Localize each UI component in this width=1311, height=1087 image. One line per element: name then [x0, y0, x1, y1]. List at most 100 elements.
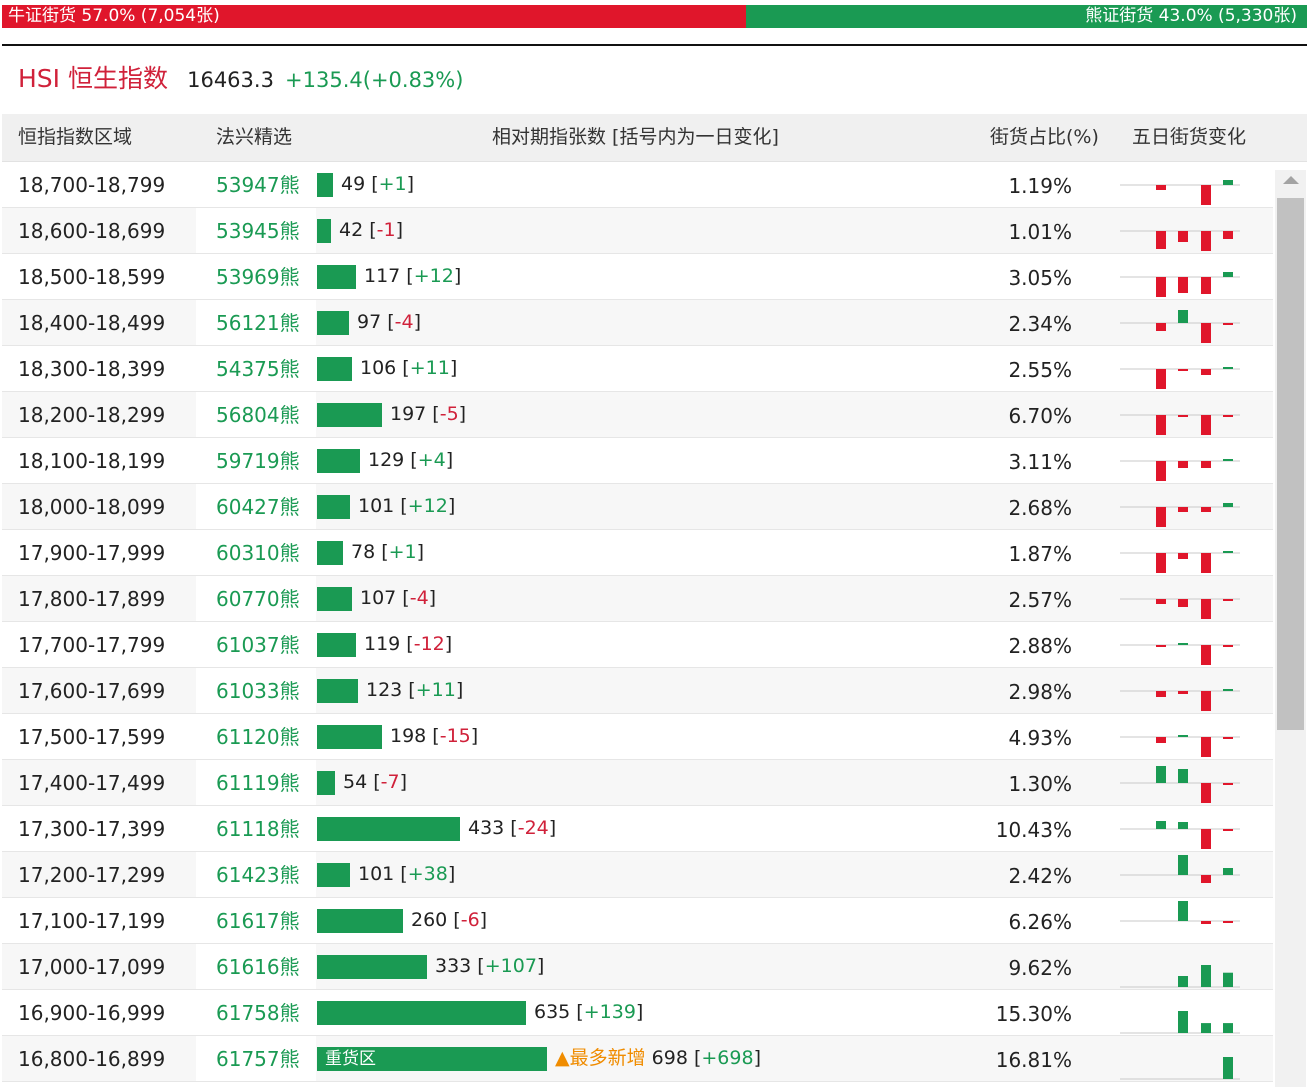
- five-day-sparkline: [1120, 855, 1240, 883]
- five-day-sparkline: [1120, 901, 1240, 924]
- share-cell: 2.42%: [1008, 864, 1072, 888]
- five-day-sparkline: [1120, 503, 1240, 527]
- share-cell: 3.11%: [1008, 450, 1072, 474]
- bear-outstanding-label: 熊证街货 43.0% (5,330张): [1085, 6, 1297, 26]
- share-cell: 2.34%: [1008, 312, 1072, 336]
- index-name[interactable]: HSI 恒生指数: [18, 64, 168, 93]
- five-day-bar: [1156, 645, 1166, 647]
- five-day-bar: [1201, 231, 1211, 251]
- pick-cell: 61423熊: [196, 852, 316, 897]
- pick-cell: 54375熊: [196, 346, 316, 391]
- warrant-code-link[interactable]: 53947熊: [216, 173, 300, 197]
- share-cell: 16.81%: [995, 1048, 1072, 1072]
- warrant-code-link[interactable]: 54375熊: [216, 357, 300, 381]
- warrant-code-link[interactable]: 60427熊: [216, 495, 300, 519]
- one-day-change: +12: [407, 495, 448, 517]
- five-day-bar: [1223, 783, 1233, 785]
- five-day-sparkline: [1120, 821, 1240, 849]
- share-cell: 10.43%: [995, 818, 1072, 842]
- warrant-code-link[interactable]: 61033熊: [216, 679, 300, 703]
- count-text: 49 [+1]: [341, 173, 415, 195]
- count-text: 97 [-4]: [357, 311, 422, 333]
- warrant-code-link[interactable]: 60310熊: [216, 541, 300, 565]
- five-day-bar: [1178, 599, 1188, 607]
- pick-cell: 60310熊: [196, 530, 316, 575]
- five-day-bar: [1178, 822, 1188, 829]
- share-cell: 2.55%: [1008, 358, 1072, 382]
- five-day-bar: [1156, 415, 1166, 435]
- bull-bear-summary-bar: 牛证街货 57.0% (7,054张) 熊证街货 43.0% (5,330张): [0, 0, 1307, 28]
- count-bar: [317, 909, 403, 933]
- warrant-code-link[interactable]: 61118熊: [216, 817, 300, 841]
- scrollbar-thumb[interactable]: [1277, 198, 1304, 730]
- five-day-bar: [1156, 507, 1166, 527]
- five-day-bar: [1178, 277, 1188, 293]
- five-day-bar: [1201, 461, 1211, 468]
- share-cell: 2.57%: [1008, 588, 1072, 612]
- range-cell: 17,600-17,699: [18, 679, 166, 703]
- warrant-code-link[interactable]: 61616熊: [216, 955, 300, 979]
- warrant-code-link[interactable]: 61758熊: [216, 1001, 300, 1025]
- five-day-bar: [1223, 1057, 1233, 1079]
- warrant-code-link[interactable]: 53969熊: [216, 265, 300, 289]
- count-bar: [317, 265, 356, 289]
- warrant-code-link[interactable]: 53945熊: [216, 219, 300, 243]
- warrant-code-link[interactable]: 60770熊: [216, 587, 300, 611]
- range-cell: 16,900-16,999: [18, 1001, 166, 1025]
- warrant-code-link[interactable]: 59719熊: [216, 449, 300, 473]
- five-day-bar: [1223, 737, 1233, 739]
- five-day-sparkline: [1120, 735, 1240, 757]
- range-cell: 17,200-17,299: [18, 863, 166, 887]
- count-text: 106 [+11]: [360, 357, 458, 379]
- bull-outstanding-bar: 牛证街货 57.0% (7,054张): [2, 5, 746, 28]
- five-day-bar: [1156, 766, 1166, 783]
- table-row: 17,600-17,699 61033熊 123 [+11] 2.98%: [2, 668, 1273, 714]
- table-row: 17,300-17,399 61118熊 433 [-24] 10.43%: [2, 806, 1273, 852]
- five-day-sparkline: [1120, 1011, 1240, 1034]
- warrant-code-link[interactable]: 61037熊: [216, 633, 300, 657]
- share-cell: 2.98%: [1008, 680, 1072, 704]
- count-bar: [317, 403, 382, 427]
- five-day-bar: [1156, 691, 1166, 697]
- five-day-bar: [1201, 645, 1211, 665]
- header-five-day: 五日街货变化: [1132, 126, 1247, 148]
- divider: [2, 44, 1307, 46]
- warrant-code-link[interactable]: 61617熊: [216, 909, 300, 933]
- five-day-bar: [1201, 1023, 1211, 1033]
- warrant-code-link[interactable]: 61757熊: [216, 1047, 300, 1071]
- five-day-bar: [1156, 323, 1166, 331]
- pick-cell: 56121熊: [196, 300, 316, 345]
- count-value: 78: [351, 541, 376, 563]
- five-day-bar: [1156, 185, 1166, 190]
- five-day-bar: [1223, 503, 1233, 507]
- count-bar: [317, 311, 349, 335]
- table-row: 18,300-18,399 54375熊 106 [+11] 2.55%: [2, 346, 1273, 392]
- warrant-code-link[interactable]: 56804熊: [216, 403, 300, 427]
- five-day-sparkline: [1120, 965, 1240, 988]
- pick-cell: 61118熊: [196, 806, 316, 851]
- warrant-code-link[interactable]: 56121熊: [216, 311, 300, 335]
- count-text: 117 [+12]: [364, 265, 462, 287]
- warrant-code-link[interactable]: 61423熊: [216, 863, 300, 887]
- scroll-up-arrow-icon[interactable]: [1283, 176, 1299, 184]
- five-day-bar: [1223, 829, 1233, 831]
- warrant-code-link[interactable]: 61119熊: [216, 771, 300, 795]
- five-day-bar: [1201, 737, 1211, 757]
- five-day-bar: [1156, 461, 1166, 481]
- pick-cell: 53947熊: [196, 162, 316, 207]
- count-bar: [317, 1001, 526, 1025]
- bull-outstanding-label: 牛证街货 57.0% (7,054张): [8, 6, 220, 26]
- share-cell: 1.30%: [1008, 772, 1072, 796]
- table-row: 16,800-16,899 61757熊 重货区 ▲最多新增 698 [+698] 16…: [2, 1036, 1273, 1082]
- count-value: 635: [534, 1001, 571, 1023]
- count-text: 433 [-24]: [468, 817, 557, 839]
- table-row: 18,500-18,599 53969熊 117 [+12] 3.05%: [2, 254, 1273, 300]
- five-day-bar: [1223, 551, 1233, 553]
- warrant-code-link[interactable]: 61120熊: [216, 725, 300, 749]
- count-bar: [317, 219, 331, 243]
- count-value: 117: [364, 265, 401, 287]
- one-day-change: -7: [380, 771, 400, 793]
- scrollbar[interactable]: [1275, 170, 1306, 1087]
- five-day-bar: [1178, 415, 1188, 417]
- five-day-bar: [1201, 369, 1211, 375]
